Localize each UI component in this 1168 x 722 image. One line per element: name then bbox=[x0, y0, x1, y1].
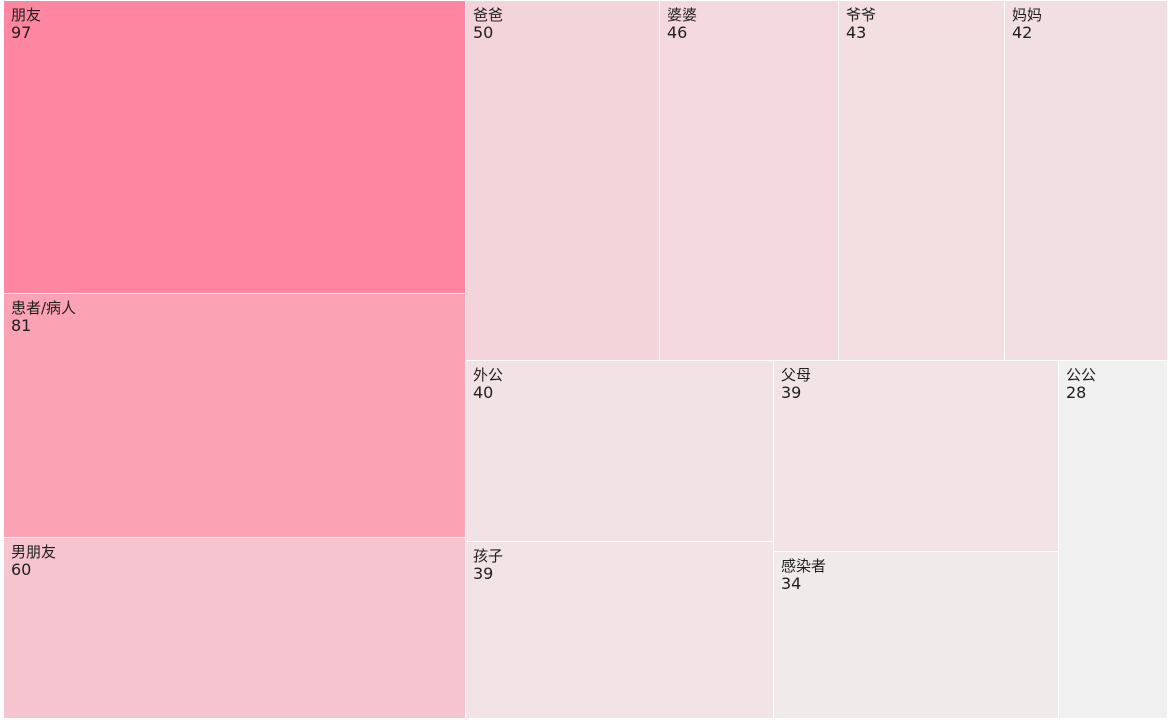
treemap-cell[interactable]: 朋友 97 bbox=[4, 1, 466, 294]
treemap-cell-value: 28 bbox=[1066, 383, 1087, 402]
treemap-cell[interactable]: 男朋友 60 bbox=[4, 538, 466, 719]
treemap-cell-label: 父母 bbox=[781, 366, 812, 384]
treemap-cell-value: 39 bbox=[473, 564, 494, 583]
treemap-cell-value: 34 bbox=[781, 574, 802, 593]
treemap-cell-label: 妈妈 bbox=[1012, 6, 1043, 24]
treemap-cell-value: 50 bbox=[473, 23, 494, 42]
treemap-cell-value: 43 bbox=[846, 23, 867, 42]
treemap-cell-label: 感染者 bbox=[781, 557, 827, 575]
treemap-cell[interactable]: 感染者 34 bbox=[774, 552, 1059, 719]
treemap-cell-label: 患者/病人 bbox=[11, 299, 77, 317]
treemap-cell-label: 外公 bbox=[473, 366, 504, 384]
treemap-cell[interactable]: 妈妈 42 bbox=[1005, 1, 1168, 361]
treemap-cell-label: 朋友 bbox=[11, 6, 42, 24]
treemap-cell[interactable]: 外公 40 bbox=[466, 361, 774, 542]
treemap-cell[interactable]: 患者/病人 81 bbox=[4, 294, 466, 538]
treemap-cell-label: 公公 bbox=[1066, 366, 1097, 384]
treemap-cell[interactable]: 公公 28 bbox=[1059, 361, 1168, 719]
treemap-cell-value: 39 bbox=[781, 383, 802, 402]
treemap-cell[interactable]: 爸爸 50 bbox=[466, 1, 660, 361]
treemap-cell[interactable]: 孩子 39 bbox=[466, 542, 774, 719]
treemap-cell[interactable]: 爷爷 43 bbox=[839, 1, 1005, 361]
treemap-cell-value: 46 bbox=[667, 23, 688, 42]
treemap-cell-label: 爸爸 bbox=[473, 6, 504, 24]
treemap-cell-label: 爷爷 bbox=[846, 6, 877, 24]
treemap-cell-label: 男朋友 bbox=[11, 543, 57, 561]
treemap-cell[interactable]: 父母 39 bbox=[774, 361, 1059, 552]
treemap-cell-value: 97 bbox=[11, 23, 32, 42]
treemap-cell-value: 60 bbox=[11, 560, 32, 579]
treemap-cell-label: 婆婆 bbox=[667, 6, 698, 24]
treemap-cell-value: 40 bbox=[473, 383, 494, 402]
treemap-cell-value: 42 bbox=[1012, 23, 1033, 42]
treemap-cell[interactable]: 婆婆 46 bbox=[660, 1, 839, 361]
treemap-cell-label: 孩子 bbox=[473, 547, 504, 565]
treemap-cell-value: 81 bbox=[11, 316, 32, 335]
